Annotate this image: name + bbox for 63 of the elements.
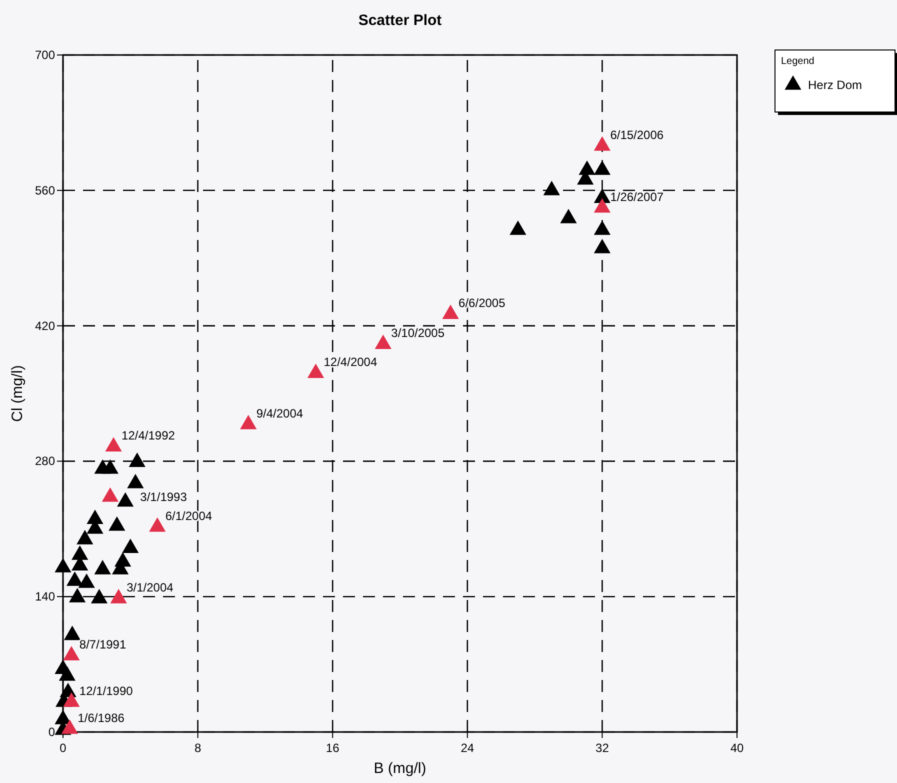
annotation: 6/15/2006 <box>610 128 664 142</box>
x-tick-label: 40 <box>730 741 744 755</box>
point <box>594 198 611 213</box>
point <box>149 517 166 532</box>
point <box>76 530 94 544</box>
annotation: 9/4/2004 <box>256 406 304 420</box>
x-tick-label: 16 <box>326 741 340 755</box>
annotation: 3/1/1993 <box>140 490 188 504</box>
annotation: 8/7/1991 <box>79 638 126 652</box>
annotation: 12/4/1992 <box>122 428 176 443</box>
point <box>510 220 526 235</box>
point <box>442 304 459 319</box>
y-tick-label: 420 <box>34 318 56 333</box>
annotation: 1/6/1986 <box>78 711 125 726</box>
point <box>543 180 560 196</box>
point <box>560 208 577 224</box>
x-tick-label: 0 <box>60 741 67 755</box>
point <box>307 364 324 378</box>
y-tick-label: 280 <box>34 454 56 468</box>
y-tick-label: 700 <box>34 48 56 62</box>
y-tick-label: 560 <box>34 183 56 198</box>
point <box>54 558 72 572</box>
chart-title: Scatter Plot <box>358 12 442 29</box>
point <box>64 626 81 640</box>
point <box>240 414 257 430</box>
x-tick-label: 24 <box>460 741 474 755</box>
point <box>94 560 111 574</box>
point <box>63 692 80 707</box>
point <box>128 452 146 467</box>
y-tick-label: 0 <box>48 725 56 739</box>
legend-title: Legend <box>781 56 814 67</box>
y-axis-title: Cl (mg/l) <box>9 365 26 422</box>
point <box>58 666 76 681</box>
point <box>78 573 95 588</box>
point <box>108 516 126 531</box>
point <box>122 538 139 554</box>
point <box>90 588 108 604</box>
y-tick-label: 140 <box>34 590 56 604</box>
point <box>72 545 88 560</box>
annotation: 6/1/2004 <box>165 508 212 523</box>
annotation: 12/1/1990 <box>79 684 134 698</box>
point <box>102 487 119 502</box>
x-axis-title: B (mg/l) <box>374 760 426 777</box>
annotation: 3/10/2005 <box>391 326 445 340</box>
point <box>110 588 127 604</box>
legend-label: Herz Dom <box>808 78 862 92</box>
point <box>594 238 611 254</box>
annotation: 3/1/2004 <box>126 580 174 595</box>
annotation: 1/26/2007 <box>610 190 664 204</box>
point <box>594 220 611 235</box>
point <box>374 334 392 349</box>
point <box>594 136 611 151</box>
point <box>117 492 134 507</box>
point <box>127 474 144 488</box>
point <box>66 572 84 586</box>
x-tick-label: 32 <box>596 741 610 755</box>
point <box>63 646 80 660</box>
point <box>61 719 78 734</box>
point <box>105 437 122 452</box>
point <box>69 588 86 602</box>
point <box>102 459 119 474</box>
x-tick-label: 8 <box>194 741 202 755</box>
point <box>594 160 611 175</box>
